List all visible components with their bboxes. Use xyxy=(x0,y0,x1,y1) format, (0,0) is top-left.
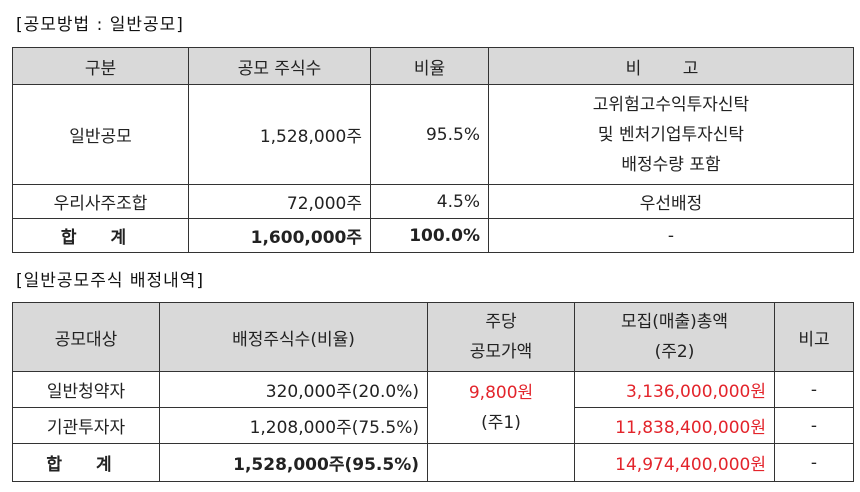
note-line: 고위험고수익투자신탁 xyxy=(592,94,750,115)
header-amount-line1: 모집(매출)총액 xyxy=(620,312,729,332)
table-header-row: 공모대상 배정주식수(비율) 주당 공모가액 모집(매출)총액 (주2) 비고 xyxy=(12,302,854,372)
total-price-empty xyxy=(427,443,575,482)
table-row: 기관투자자 1,208,000주(75.5%) 11,838,400,000원 … xyxy=(12,407,854,444)
row-amount: 11,838,400,000원 xyxy=(574,407,775,444)
header-note: 비고 xyxy=(774,302,854,372)
total-amount: 14,974,400,000원 xyxy=(574,443,775,482)
header-target: 공모대상 xyxy=(12,302,160,372)
note-line: 배정수량 포함 xyxy=(621,154,721,175)
row-allocation: 320,000주(20.0%) xyxy=(159,371,428,408)
row-shares: 1,528,000주 xyxy=(188,84,371,185)
total-note: - xyxy=(774,443,854,482)
row-note: 고위험고수익투자신탁 및 벤처기업투자신탁 배정수량 포함 xyxy=(488,84,854,185)
row-note: 우선배정 xyxy=(488,184,854,219)
total-label: 합 계 xyxy=(12,218,189,253)
header-price-line2: 공모가액 xyxy=(469,342,533,362)
offering-method-title: [공모방법 : 일반공모] xyxy=(16,15,184,35)
header-allocation: 배정주식수(비율) xyxy=(159,302,428,372)
row-label: 일반공모 xyxy=(12,84,189,185)
row-note: - xyxy=(774,371,854,408)
allocation-table: 공모대상 배정주식수(비율) 주당 공모가액 모집(매출)총액 (주2) 비고 … xyxy=(12,302,854,482)
total-target-text: 합 계 xyxy=(46,455,126,475)
total-allocation: 1,528,000주(95.5%) xyxy=(159,443,428,482)
note-line: 및 벤처기업투자신탁 xyxy=(597,124,745,145)
header-amount-line2: (주2) xyxy=(654,342,695,362)
row-note: - xyxy=(774,407,854,444)
row-allocation: 1,208,000주(75.5%) xyxy=(159,407,428,444)
row-amount: 3,136,000,000원 xyxy=(574,371,775,408)
total-ratio: 100.0% xyxy=(370,218,489,253)
row-ratio: 4.5% xyxy=(370,184,489,219)
row-target: 기관투자자 xyxy=(12,407,160,444)
price-footnote: (주1) xyxy=(481,412,521,433)
row-label: 우리사주조합 xyxy=(12,184,189,219)
allocation-title: [일반공모주식 배정내역] xyxy=(16,271,205,291)
total-target: 합 계 xyxy=(12,443,160,482)
header-price: 주당 공모가액 xyxy=(427,302,575,372)
table-row: 일반공모 1,528,000주 95.5% 고위험고수익투자신탁 및 벤처기업투… xyxy=(12,84,854,185)
header-price-line1: 주당 xyxy=(485,312,517,332)
total-shares: 1,600,000주 xyxy=(188,218,371,253)
row-shares: 72,000주 xyxy=(188,184,371,219)
table-row: 우리사주조합 72,000주 4.5% 우선배정 xyxy=(12,184,854,219)
total-note: - xyxy=(488,218,854,253)
header-note: 비 고 xyxy=(488,47,854,85)
header-ratio: 비율 xyxy=(370,47,489,85)
header-shares: 공모 주식수 xyxy=(188,47,371,85)
total-row: 합 계 1,528,000주(95.5%) 14,974,400,000원 - xyxy=(12,443,854,482)
header-amount: 모집(매출)총액 (주2) xyxy=(574,302,775,372)
header-category: 구분 xyxy=(12,47,189,85)
table-row: 일반청약자 320,000주(20.0%) 9,800원 (주1) 3,136,… xyxy=(12,371,854,444)
total-label-text: 합 계 xyxy=(60,228,141,248)
row-ratio: 95.5% xyxy=(370,84,489,185)
offering-method-table: 구분 공모 주식수 비율 비 고 일반공모 1,528,000주 95.5% 고… xyxy=(12,47,854,253)
total-row: 합 계 1,600,000주 100.0% - xyxy=(12,218,854,253)
price-value: 9,800원 xyxy=(468,382,534,403)
table-header-row: 구분 공모 주식수 비율 비 고 xyxy=(12,47,854,85)
price-cell: 9,800원 (주1) xyxy=(427,371,575,444)
row-target: 일반청약자 xyxy=(12,371,160,408)
